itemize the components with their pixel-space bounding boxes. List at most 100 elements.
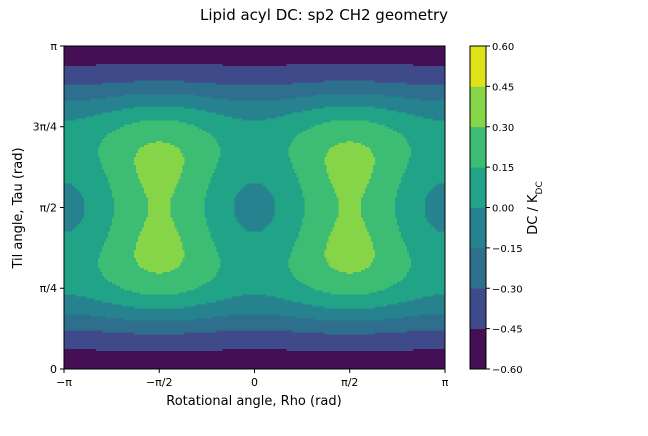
contour-cell bbox=[144, 187, 175, 190]
contour-cell bbox=[110, 225, 145, 229]
contour-cell bbox=[218, 251, 292, 255]
contour-cell bbox=[112, 217, 147, 221]
contour-cell bbox=[292, 249, 326, 253]
contour-cell bbox=[64, 140, 103, 144]
contour-cell bbox=[326, 167, 374, 170]
contour-cell bbox=[98, 259, 137, 263]
contour-cell bbox=[328, 177, 372, 180]
x-tick-label: 0 bbox=[251, 376, 258, 389]
contour-cell bbox=[184, 249, 217, 253]
contour-cell bbox=[78, 189, 113, 192]
contour-cell bbox=[234, 207, 276, 211]
contour-cell bbox=[374, 306, 445, 310]
contour-cell bbox=[296, 175, 330, 178]
contour-cell bbox=[410, 257, 445, 261]
contour-cell bbox=[208, 187, 244, 190]
contour-cell bbox=[398, 185, 436, 188]
contour-cell bbox=[64, 342, 445, 346]
contour-cell bbox=[148, 215, 171, 219]
contour-cell bbox=[64, 292, 141, 295]
contour-cell bbox=[300, 187, 336, 190]
contour-cell bbox=[304, 207, 340, 211]
contour-cell bbox=[374, 157, 410, 160]
contour-cell bbox=[336, 217, 364, 221]
contour-cell bbox=[396, 221, 430, 225]
contour-cell bbox=[64, 90, 445, 94]
contour-cell bbox=[210, 181, 300, 184]
contour-cell bbox=[274, 197, 306, 201]
contour-cell bbox=[290, 251, 326, 255]
contour-cell bbox=[334, 268, 366, 271]
contour-cell bbox=[64, 169, 105, 172]
contour-cell bbox=[178, 231, 211, 235]
contour-cell bbox=[64, 118, 77, 122]
contour-cell bbox=[386, 304, 445, 308]
contour-cell bbox=[298, 280, 402, 283]
contour-cell bbox=[64, 316, 107, 320]
contour-cell bbox=[402, 134, 445, 138]
contour-cell bbox=[64, 278, 107, 281]
contour-cell bbox=[326, 245, 374, 249]
contour-cell bbox=[64, 205, 85, 209]
contour-cell bbox=[292, 330, 408, 334]
contour-cell bbox=[288, 259, 328, 263]
contour-cell bbox=[102, 138, 217, 142]
contour-cell bbox=[108, 177, 139, 180]
contour-cell bbox=[138, 148, 181, 152]
contour-cell bbox=[198, 126, 312, 130]
contour-cell bbox=[176, 185, 209, 188]
contour-cell bbox=[290, 159, 326, 162]
contour-cell bbox=[120, 126, 199, 130]
contour-cell bbox=[314, 124, 386, 128]
contour-cell bbox=[322, 122, 378, 126]
contour-cell bbox=[204, 211, 236, 215]
contour-cell bbox=[280, 98, 420, 102]
contour-cell bbox=[410, 148, 445, 152]
contour-cell bbox=[162, 140, 217, 144]
contour-cell bbox=[364, 144, 410, 148]
contour-cell bbox=[86, 296, 234, 299]
contour-cell bbox=[184, 80, 326, 83]
contour-cell bbox=[124, 94, 195, 98]
contour-cell bbox=[264, 185, 302, 188]
contour-cell bbox=[64, 302, 113, 305]
contour-cell bbox=[372, 243, 406, 247]
contour-cell bbox=[64, 52, 445, 55]
contour-cell bbox=[86, 116, 234, 120]
contour-cell bbox=[148, 197, 171, 201]
contour-cell bbox=[360, 209, 396, 213]
contour-cell bbox=[360, 270, 410, 273]
contour-cell bbox=[64, 366, 445, 369]
contour-cell bbox=[330, 233, 370, 237]
contour-cell bbox=[76, 294, 244, 297]
contour-cell bbox=[98, 266, 141, 269]
contour-cell bbox=[206, 219, 238, 223]
contour-cell bbox=[346, 140, 354, 144]
contour-cell bbox=[144, 191, 175, 194]
contour-cell bbox=[184, 157, 220, 160]
contour-cell bbox=[262, 183, 302, 186]
contour-cell bbox=[180, 148, 222, 152]
contour-cell bbox=[64, 225, 77, 229]
contour-cell bbox=[204, 209, 236, 213]
contour-cell bbox=[286, 64, 414, 67]
contour-cell bbox=[394, 199, 426, 203]
contour-cell bbox=[296, 239, 330, 243]
contour-cell bbox=[236, 195, 274, 199]
contour-cell bbox=[64, 320, 445, 324]
contour-cell bbox=[314, 318, 386, 322]
contour-cell bbox=[304, 197, 340, 201]
contour-cell bbox=[432, 118, 445, 122]
contour-cell bbox=[374, 163, 408, 166]
contour-cell bbox=[408, 142, 445, 146]
contour-cell bbox=[292, 82, 408, 85]
contour-cell bbox=[360, 203, 396, 207]
contour-cell bbox=[374, 332, 445, 336]
contour-cell bbox=[426, 219, 445, 223]
contour-cell bbox=[104, 169, 137, 172]
contour-cell bbox=[82, 219, 113, 223]
contour-cell bbox=[100, 255, 135, 259]
contour-cell bbox=[408, 159, 445, 162]
contour-cell bbox=[292, 300, 408, 303]
contour-cell bbox=[384, 124, 445, 128]
